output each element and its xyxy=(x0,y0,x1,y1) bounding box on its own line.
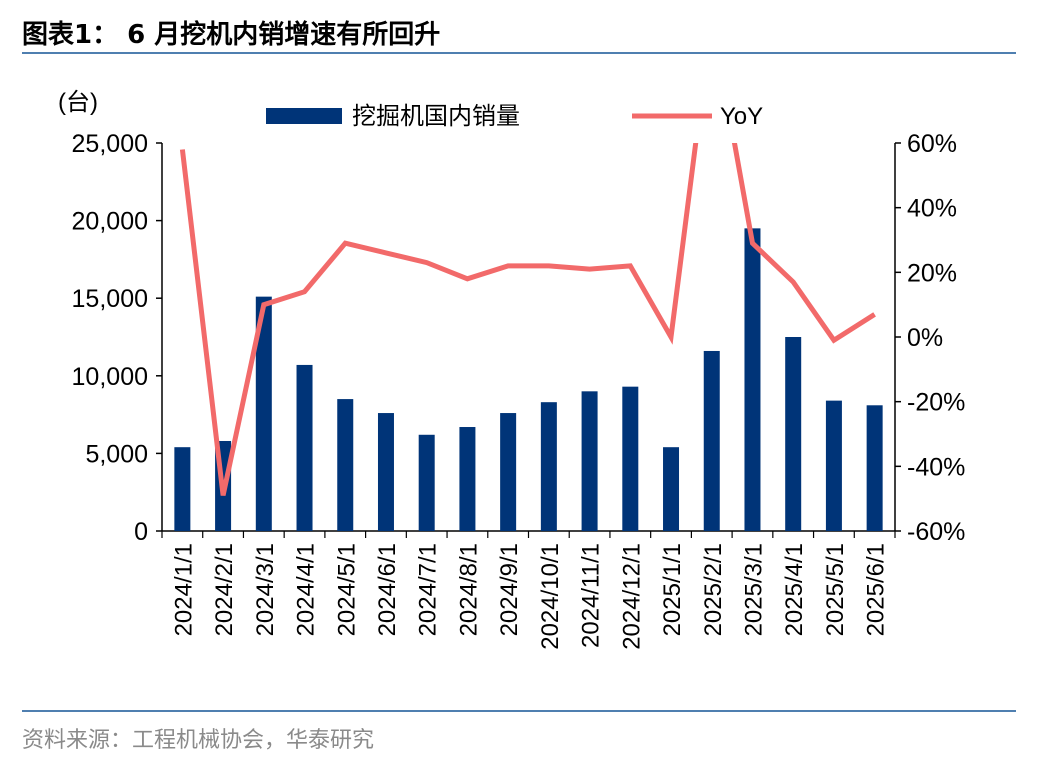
bottom-rule xyxy=(22,710,1016,712)
left-axis-tick-label: 25,000 xyxy=(72,130,148,158)
x-axis-label: 2025/5/1 xyxy=(822,543,849,636)
axes: 0 5,000 10,000 15,000 20,000 25,000 -60% -40% -2… xyxy=(72,130,966,546)
left-axis-tick-label: 10,000 xyxy=(72,363,148,391)
bar-2024/7/1 xyxy=(418,434,435,531)
legend-line-label: YoY xyxy=(720,103,763,130)
figure-title: 图表1： 6 月挖机内销增速有所回升 xyxy=(22,20,441,50)
bar-2024/11/1 xyxy=(581,391,598,531)
top-rule xyxy=(22,52,1016,54)
x-axis-label: 2025/1/1 xyxy=(659,543,686,636)
bar-2024/4/1 xyxy=(296,364,313,531)
x-axis-label: 2024/3/1 xyxy=(252,543,279,636)
right-axis-tick-label: 20% xyxy=(907,259,957,287)
right-axis-tick-label: -60% xyxy=(907,518,965,546)
x-axis-label: 2024/7/1 xyxy=(415,543,442,636)
left-axis-tick-label: 20,000 xyxy=(72,208,148,236)
bar-2024/3/1 xyxy=(255,296,272,531)
bar-2025/4/1 xyxy=(785,337,802,531)
bar-2025/5/1 xyxy=(825,400,842,531)
source-note: 资料来源：工程机械协会，华泰研究 xyxy=(22,728,375,753)
bar-2025/1/1 xyxy=(663,447,680,531)
yoy-line-series xyxy=(179,143,876,496)
x-axis-label: 2024/10/1 xyxy=(537,543,564,650)
right-axis-tick-label: 0% xyxy=(907,324,943,352)
bar-2024/8/1 xyxy=(459,427,476,531)
bar-2024/9/1 xyxy=(500,413,517,531)
bar-2024/12/1 xyxy=(622,386,639,531)
left-axis-tick-label: 15,000 xyxy=(72,285,148,313)
yoy-line xyxy=(179,143,876,496)
x-axis-label: 2024/11/1 xyxy=(578,543,605,648)
x-axis-label: 2025/2/1 xyxy=(700,543,727,636)
right-axis-tick-label: 60% xyxy=(907,130,957,158)
bar-2024/1/1 xyxy=(174,447,191,531)
combo-chart: (台) 挖掘机国内销量 YoY 0 5,000 10,000 15,000 20,000… xyxy=(58,89,966,650)
right-axis-tick-label: -40% xyxy=(907,453,965,481)
right-axis-tick-label: -20% xyxy=(907,389,965,417)
left-axis-tick-label: 0 xyxy=(134,518,148,546)
right-axis-tick-label: 40% xyxy=(907,195,957,223)
bar-2024/10/1 xyxy=(540,402,557,531)
bar-2024/5/1 xyxy=(337,399,354,531)
x-axis-label: 2025/3/1 xyxy=(740,543,767,636)
x-axis-label: 2024/2/1 xyxy=(211,543,238,636)
x-axis-label: 2025/4/1 xyxy=(781,543,808,636)
bar-2025/2/1 xyxy=(703,350,720,531)
x-axis-label: 2024/4/1 xyxy=(293,543,320,636)
x-axis-label: 2024/1/1 xyxy=(170,543,197,636)
bar-2025/3/1 xyxy=(744,228,761,532)
legend-bar-label: 挖掘机国内销量 xyxy=(352,103,520,130)
bar-2025/6/1 xyxy=(866,405,883,531)
left-axis-unit-label: (台) xyxy=(58,89,98,116)
x-axis-label: 2024/8/1 xyxy=(455,543,482,636)
x-axis-label: 2025/6/1 xyxy=(863,543,890,636)
x-axis-label: 2024/12/1 xyxy=(618,543,645,650)
x-axis-labels: 2024/1/1 2024/2/1 2024/3/1 2024/4/1 2024/5/1… xyxy=(170,543,889,650)
legend-bar-swatch xyxy=(266,108,342,124)
x-axis-label: 2024/6/1 xyxy=(374,543,401,636)
bar-2024/6/1 xyxy=(377,413,394,531)
bar-series xyxy=(174,228,883,532)
x-axis-label: 2024/5/1 xyxy=(333,543,360,636)
left-axis-tick-label: 5,000 xyxy=(85,440,148,468)
x-axis-label: 2024/9/1 xyxy=(496,543,523,636)
legend: 挖掘机国内销量 YoY xyxy=(266,103,763,130)
